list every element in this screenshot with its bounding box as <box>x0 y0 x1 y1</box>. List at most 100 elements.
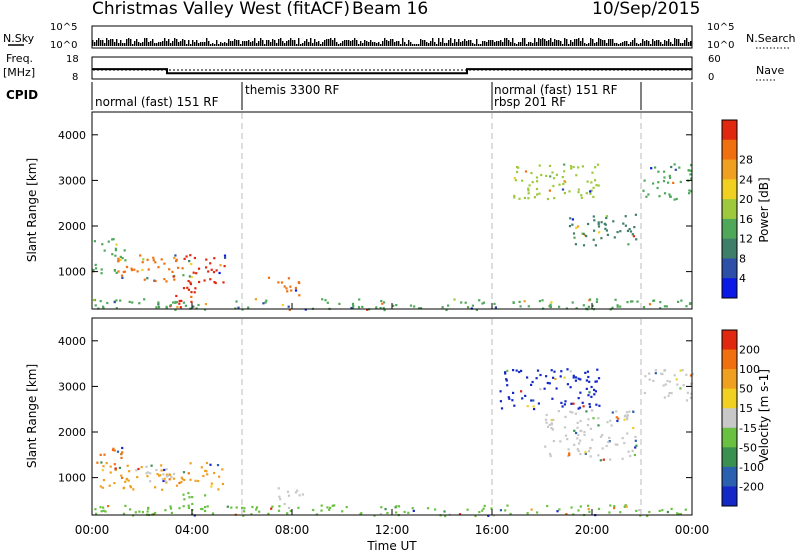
data-cell <box>613 507 616 510</box>
data-cell <box>549 455 552 458</box>
data-cell <box>434 508 437 511</box>
data-cell <box>562 182 565 186</box>
nsky-bar <box>406 44 408 46</box>
data-cell <box>287 277 290 280</box>
data-cell <box>597 223 600 226</box>
nsky-bar <box>520 42 522 46</box>
data-cell <box>592 238 595 241</box>
data-cell <box>146 510 149 513</box>
data-cell <box>154 280 157 283</box>
data-cell <box>613 236 616 239</box>
nsky-bar <box>600 39 602 46</box>
data-cell <box>102 465 105 468</box>
data-cell <box>650 167 653 170</box>
x-tick-label: 00:00 <box>75 523 110 537</box>
nsky-bar <box>418 44 420 46</box>
data-cell <box>678 166 681 169</box>
data-cell <box>597 507 601 510</box>
data-cell <box>251 505 254 509</box>
data-cell <box>161 488 164 491</box>
data-cell <box>627 450 630 453</box>
nsky-bar <box>174 38 176 46</box>
data-cell <box>577 434 580 437</box>
data-cell <box>506 504 509 507</box>
nsky-bar <box>654 41 656 46</box>
data-cell <box>287 305 290 308</box>
nsky-bar <box>206 38 208 46</box>
nsky-bar <box>364 40 366 46</box>
data-cell <box>113 463 116 466</box>
nsky-bar <box>298 38 300 46</box>
data-cell <box>114 249 118 252</box>
data-cell <box>607 441 610 444</box>
data-cell <box>174 301 177 304</box>
nsky-bar <box>288 40 290 46</box>
data-cell <box>546 197 550 201</box>
data-cell <box>588 380 591 383</box>
nsearch-tick-bottom: 10^0 <box>707 40 734 51</box>
data-cell <box>682 384 685 387</box>
nsky-bar <box>626 41 628 46</box>
data-cell <box>587 507 590 511</box>
data-cell <box>243 507 246 510</box>
data-cell <box>680 299 683 302</box>
nsky-bar <box>640 43 642 46</box>
data-cell <box>629 454 632 458</box>
data-cell <box>200 466 203 469</box>
colorbar-swatch <box>722 218 737 240</box>
data-cell <box>128 470 131 473</box>
data-cell <box>160 258 163 261</box>
data-cell <box>587 450 590 453</box>
x-tick-label: 16:00 <box>475 523 510 537</box>
nsky-bar <box>690 41 692 46</box>
data-cell <box>159 474 162 477</box>
data-cell <box>688 192 691 195</box>
data-cell <box>573 429 576 432</box>
data-cell <box>115 243 118 246</box>
data-cell <box>581 401 584 404</box>
data-cell <box>657 181 660 184</box>
data-cell <box>634 439 637 442</box>
data-cell <box>577 191 580 194</box>
data-cell <box>567 448 570 451</box>
data-cell <box>580 194 583 197</box>
data-cell <box>689 173 692 176</box>
nsky-bar <box>586 44 588 46</box>
data-cell <box>605 215 609 218</box>
nsky-bar <box>672 44 674 46</box>
nsky-bar <box>594 43 596 46</box>
data-cell <box>142 258 145 261</box>
data-cell <box>622 222 625 225</box>
data-cell <box>95 512 98 515</box>
data-cell <box>675 197 678 201</box>
data-cell <box>490 507 493 510</box>
data-cell <box>99 453 102 456</box>
data-cell <box>328 508 331 511</box>
data-cell <box>345 506 348 509</box>
data-cell <box>526 512 529 515</box>
data-cell <box>183 478 186 482</box>
data-cell <box>585 235 588 238</box>
nsky-bar <box>192 40 194 46</box>
data-cell <box>115 299 118 302</box>
nsky-bar <box>222 43 224 46</box>
nsky-bar <box>632 40 634 46</box>
data-cell <box>548 164 552 167</box>
nsky-bar <box>412 44 414 46</box>
data-cell <box>141 268 144 272</box>
y-tick-label: 3000 <box>58 174 86 187</box>
data-cell <box>572 374 575 377</box>
nsky-bar <box>630 42 632 46</box>
data-cell <box>648 378 651 381</box>
data-cell <box>589 298 592 301</box>
data-cell <box>250 513 253 516</box>
data-cell <box>202 474 205 478</box>
colorbar-tick-label: 16 <box>739 213 753 226</box>
x-axis-ticks: 00:00 04:00 08:00 12:00 16:00 20:00 00:00 <box>75 303 709 537</box>
data-cell <box>576 448 579 451</box>
data-cell <box>186 286 189 289</box>
data-cell <box>101 243 104 246</box>
data-cell <box>563 163 566 166</box>
colorbar-tick-label: -50 <box>739 441 757 454</box>
data-cell <box>587 222 590 226</box>
